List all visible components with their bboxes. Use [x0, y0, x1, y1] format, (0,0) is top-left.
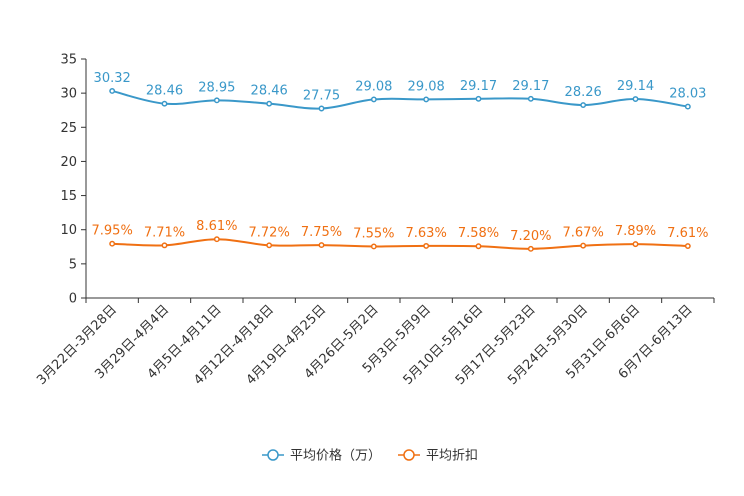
legend-swatch-marker: [403, 449, 415, 461]
data-label: 29.17: [460, 79, 497, 94]
data-point[interactable]: [370, 96, 377, 103]
legend-label: 平均价格（万）: [290, 448, 381, 464]
data-point[interactable]: [266, 242, 273, 249]
data-point[interactable]: [527, 245, 534, 252]
y-tick-label: 35: [60, 53, 77, 68]
data-point[interactable]: [161, 242, 168, 249]
data-label: 7.55%: [353, 226, 394, 241]
data-point[interactable]: [423, 242, 430, 249]
data-point[interactable]: [109, 88, 116, 94]
data-label: 7.20%: [510, 229, 551, 244]
series-line: [112, 238, 688, 250]
data-label: 7.58%: [458, 226, 499, 241]
x-axis: 3月22日-3月28日3月29日-4月4日4月5日-4月11日4月12日-4月1…: [34, 297, 715, 388]
legend[interactable]: 平均价格（万） 平均折扣: [262, 448, 478, 464]
data-label: 27.75: [303, 89, 340, 104]
data-label: 29.08: [408, 79, 445, 94]
data-label: 7.63%: [406, 226, 447, 241]
data-point[interactable]: [684, 243, 691, 249]
data-point[interactable]: [266, 100, 273, 107]
data-label: 7.71%: [144, 225, 185, 240]
data-label: 30.32: [94, 71, 131, 86]
data-point[interactable]: [580, 102, 587, 108]
data-label: 8.61%: [196, 219, 237, 234]
data-point[interactable]: [213, 97, 220, 104]
data-point[interactable]: [161, 100, 168, 107]
data-label: 29.08: [355, 79, 392, 94]
data-label: 7.95%: [92, 224, 133, 239]
y-tick-label: 30: [60, 87, 77, 102]
data-point[interactable]: [109, 240, 116, 247]
data-label: 29.14: [617, 79, 654, 94]
data-point[interactable]: [475, 243, 482, 250]
data-point[interactable]: [318, 242, 325, 249]
series-line: [111, 89, 688, 110]
y-tick-label: 25: [60, 121, 77, 136]
data-label: 29.17: [512, 79, 549, 94]
data-point[interactable]: [423, 96, 430, 103]
legend-item-price[interactable]: 平均价格（万）: [262, 448, 381, 464]
data-point[interactable]: [684, 103, 691, 110]
y-axis: 0 5 10 15 20 25 30 35: [60, 53, 87, 307]
data-label: 7.75%: [301, 225, 342, 240]
series-layer: 30.32 28.46 28.95 28.46 27.75 29.08 29.08 29.17…: [92, 71, 708, 252]
y-tick-label: 0: [69, 292, 77, 307]
data-label: 28.95: [198, 80, 235, 95]
data-label: 28.46: [146, 84, 183, 99]
y-tick-label: 20: [60, 155, 77, 170]
data-point[interactable]: [213, 236, 220, 243]
series-price: 30.32 28.46 28.95 28.46 27.75 29.08 29.08 29.17…: [94, 71, 706, 112]
data-point[interactable]: [475, 95, 482, 102]
legend-label: 平均折扣: [426, 449, 478, 464]
data-label: 7.61%: [667, 226, 708, 241]
data-label: 28.03: [669, 87, 706, 102]
y-tick-label: 5: [69, 257, 77, 272]
data-point[interactable]: [632, 96, 639, 102]
data-point[interactable]: [370, 243, 377, 250]
y-tick-label: 15: [60, 189, 77, 204]
data-point[interactable]: [632, 241, 639, 248]
data-label: 28.46: [251, 84, 288, 99]
data-point[interactable]: [318, 105, 325, 112]
data-point[interactable]: [527, 95, 534, 102]
series-discount: 7.95% 7.71% 8.61% 7.72% 7.75% 7.55% 7.63% 7.58%…: [92, 219, 708, 252]
legend-item-discount[interactable]: 平均折扣: [398, 449, 478, 464]
data-label: 28.26: [565, 85, 602, 100]
data-label: 7.72%: [249, 225, 290, 240]
legend-swatch-marker: [267, 449, 279, 461]
data-label: 7.89%: [615, 224, 656, 239]
y-tick-label: 10: [60, 223, 77, 238]
data-label: 7.67%: [563, 226, 604, 241]
data-point[interactable]: [580, 242, 587, 249]
